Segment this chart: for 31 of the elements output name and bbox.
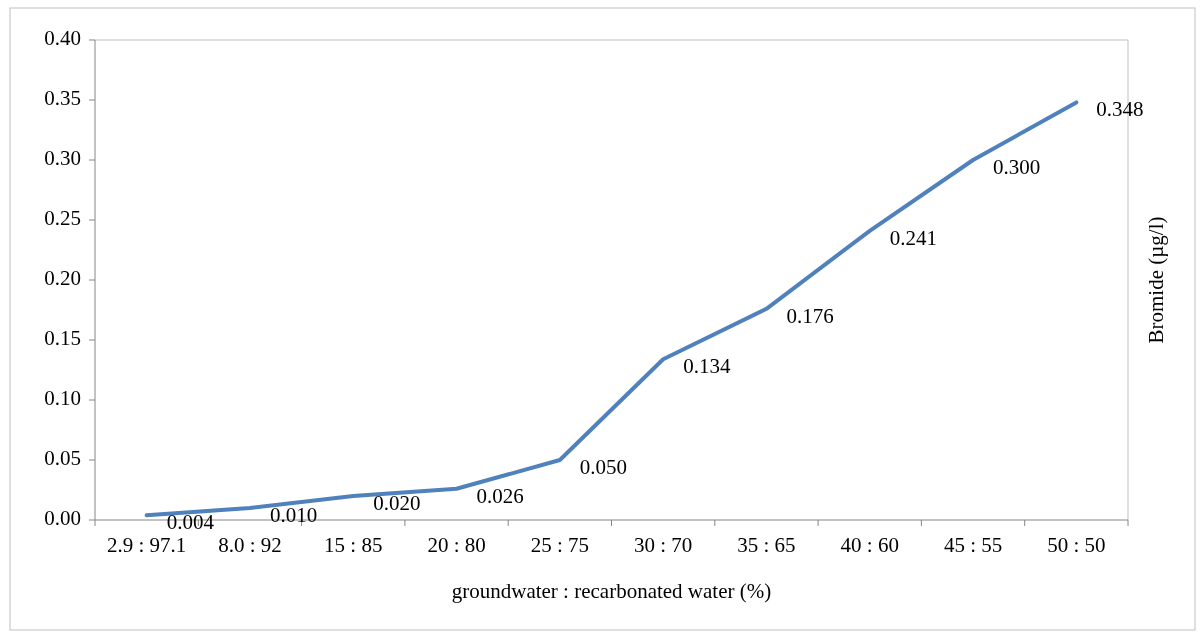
x-tick-label: 8.0 : 92 [218,533,282,557]
data-label: 0.010 [269,502,318,527]
x-axis-title: groundwater : recarbonated water (%) [451,579,772,603]
x-tick-label: 2.9 : 97.1 [106,533,187,557]
y-tick-label: 0.35 [44,85,81,110]
data-label: 0.176 [786,303,834,328]
x-tick-label: 50 : 50 [1047,533,1106,557]
x-tick-label: 45 : 55 [943,533,1003,557]
data-label: 0.020 [373,490,421,515]
y-tick-label: 0.20 [44,265,81,290]
y-tick-label: 0.10 [44,385,81,410]
y-tick-label: 0.15 [44,325,81,350]
data-label: 0.134 [683,354,731,379]
y-tick-label: 0.30 [44,145,81,170]
data-label: 0.300 [993,154,1041,179]
y-tick-label: 0.25 [44,205,81,230]
data-label: 0.026 [476,483,524,508]
data-label: 0.050 [579,454,628,479]
x-tick-label: 40 : 60 [840,533,899,557]
data-label: 0.348 [1096,97,1144,122]
x-tick-label: 35 : 65 [737,533,796,557]
y-tick-label: 0.40 [44,25,81,50]
y-tick-label: 0.05 [44,445,81,470]
data-label: 0.004 [166,510,215,535]
y-axis-title: Bromide (µg/l) [1143,216,1168,344]
y-tick-label: 0.00 [44,505,81,530]
data-label: 0.241 [889,225,937,250]
x-tick-label: 20 : 80 [427,533,486,557]
x-tick-label: 30 : 70 [633,533,693,557]
x-tick-label: 15 : 85 [324,533,383,557]
x-tick-label: 25 : 75 [530,533,590,557]
